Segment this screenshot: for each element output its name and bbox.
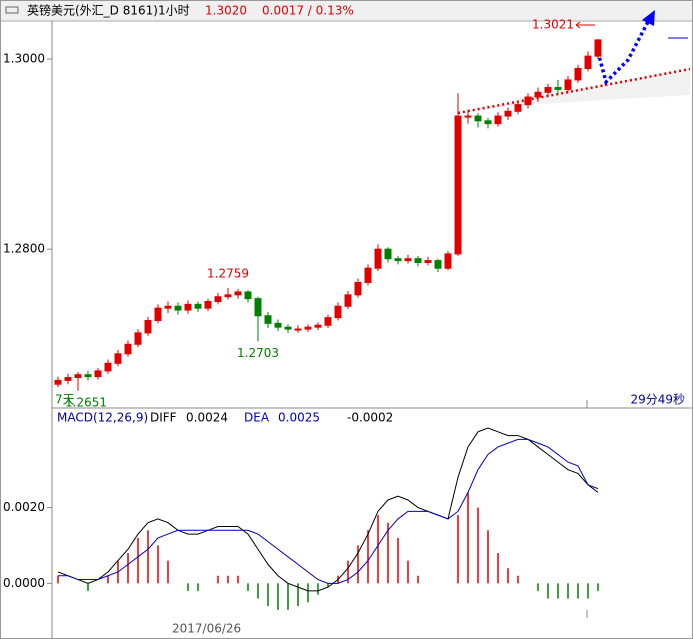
- candle-body: [544, 87, 552, 93]
- candle-body: [224, 294, 232, 298]
- last-price: 1.3020: [205, 4, 247, 18]
- candle-body: [154, 307, 162, 322]
- candle-body: [254, 298, 262, 317]
- candle-body: [554, 87, 562, 90]
- menu-icon[interactable]: [5, 6, 19, 14]
- candle-body: [64, 377, 72, 381]
- arrow-head: [642, 10, 655, 26]
- candle-body: [454, 115, 462, 255]
- candle-body: [414, 258, 422, 263]
- candle-body: [204, 300, 212, 309]
- price-change: 0.0017 / 0.13%: [262, 4, 354, 18]
- candle-body: [214, 296, 222, 302]
- candle-body: [114, 353, 122, 364]
- candle-body: [94, 370, 102, 378]
- candle-body: [374, 248, 382, 269]
- dea-label: DEA: [244, 411, 270, 425]
- candle-body: [304, 326, 312, 330]
- y-tick-label: 0.0020: [3, 500, 45, 514]
- y-tick-label: 0.0000: [3, 576, 45, 590]
- candle-body: [404, 258, 412, 262]
- dea-value: 0.0025: [278, 411, 320, 425]
- candle-body: [354, 281, 362, 296]
- candle-body: [584, 55, 592, 70]
- candle-body: [134, 332, 142, 345]
- candle-body: [344, 294, 352, 307]
- candle-body: [464, 115, 472, 118]
- candle-body: [564, 79, 572, 90]
- instrument-title: 英镑美元(外汇_D 8161)1小时: [27, 3, 190, 18]
- candle-body: [164, 305, 172, 309]
- candle-body: [444, 253, 452, 269]
- date-label: 2017/06/26: [172, 622, 241, 636]
- y-tick-label: 1.2800: [3, 242, 45, 256]
- shade: [458, 68, 690, 113]
- header-bar: [1, 1, 692, 21]
- candle-body: [284, 326, 292, 330]
- candle-body: [394, 258, 402, 262]
- candle-body: [384, 248, 392, 260]
- candle-body: [594, 39, 602, 57]
- candle-body: [104, 362, 112, 372]
- candle-body: [424, 260, 432, 264]
- candle-body: [184, 303, 192, 311]
- macd-value: -0.0002: [347, 411, 393, 425]
- trend-line: [457, 67, 691, 115]
- candle-body: [234, 291, 242, 296]
- macd-title: MACD(12,26,9): [57, 411, 148, 425]
- candle-body: [264, 315, 272, 324]
- extreme-label: 1.3021: [532, 18, 574, 32]
- candle-body: [434, 260, 442, 269]
- diff-value: 0.0024: [186, 411, 228, 425]
- forecast-arrow: [596, 17, 652, 86]
- candle-body: [324, 317, 332, 326]
- candle-body: [194, 303, 202, 309]
- candle-body: [514, 104, 522, 112]
- candle-body: [474, 115, 482, 122]
- y-tick-label: 1.3000: [3, 51, 45, 65]
- diff-label: DIFF: [150, 411, 177, 425]
- timer: 29分49秒: [630, 393, 685, 407]
- dea-line: [58, 438, 599, 584]
- candle-body: [534, 91, 542, 98]
- candle-body: [74, 374, 82, 379]
- candle-body: [174, 305, 182, 311]
- extreme-label: 1.2759: [207, 267, 249, 281]
- extreme-arrow: [575, 21, 595, 29]
- extreme-label: 1.2703: [237, 346, 279, 360]
- candle-body: [524, 96, 532, 106]
- candle-body: [314, 324, 322, 328]
- candle-body: [124, 343, 132, 355]
- candle-body: [494, 115, 502, 125]
- candle-body: [84, 374, 92, 378]
- candle-body: [144, 320, 152, 334]
- candle-body: [484, 120, 492, 125]
- candle-body: [244, 291, 252, 300]
- diff-line: [57, 427, 599, 592]
- extreme-label: 1.2651: [65, 395, 107, 409]
- period-label: 7天: [55, 393, 75, 407]
- candle-body: [504, 110, 512, 117]
- candle-body: [294, 328, 302, 331]
- candle-body: [334, 305, 342, 319]
- candle-body: [574, 68, 582, 81]
- candle-body: [274, 322, 282, 328]
- candle-body: [364, 267, 372, 283]
- candle-body: [54, 379, 62, 385]
